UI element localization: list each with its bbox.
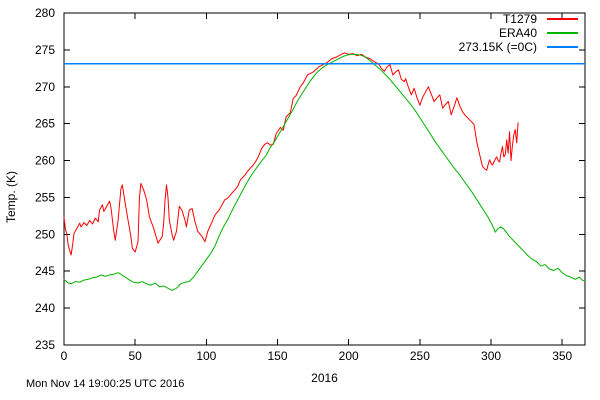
x-tick-label: 100 xyxy=(196,349,216,363)
y-tick-label: 260 xyxy=(35,154,55,168)
plot-frame xyxy=(63,12,586,346)
legend-line-sample-t1279 xyxy=(547,18,578,20)
x-tick-label: 0 xyxy=(61,349,68,363)
legend-line-sample-refline xyxy=(547,46,578,48)
x-tick-label: 300 xyxy=(481,349,501,363)
timestamp-text: Mon Nov 14 19:00:25 UTC 2016 xyxy=(26,378,185,390)
legend-item-refline: 273.15K (=0C) xyxy=(459,41,578,53)
y-tick-label: 235 xyxy=(35,338,55,352)
legend-label-refline: 273.15K (=0C) xyxy=(458,40,537,54)
series-era40-line xyxy=(63,53,586,291)
x-tick-label: 50 xyxy=(128,349,142,363)
y-tick-label: 240 xyxy=(35,301,55,315)
legend-item-era40: ERA40 xyxy=(459,27,578,39)
legend-label-era40: ERA40 xyxy=(498,26,537,40)
legend-item-t1279: T1279 xyxy=(459,13,578,25)
x-tick-label: 250 xyxy=(410,349,430,363)
y-tick-label: 250 xyxy=(35,227,55,241)
y-tick-label: 245 xyxy=(35,264,55,278)
legend-line-sample-era40 xyxy=(547,32,578,34)
y-tick-label: 280 xyxy=(35,6,55,20)
legend-label-t1279: T1279 xyxy=(502,12,537,26)
y-tick-label: 255 xyxy=(35,190,55,204)
y-tick-label: 270 xyxy=(35,80,55,94)
x-axis-title: 2016 xyxy=(311,371,338,385)
y-tick-label: 265 xyxy=(35,117,55,131)
series-t1279-line xyxy=(63,52,519,256)
x-tick-label: 350 xyxy=(552,349,572,363)
x-tick-label: 200 xyxy=(339,349,359,363)
x-tick-label: 150 xyxy=(268,349,288,363)
y-axis-title: Temp. (K) xyxy=(4,170,18,224)
y-tick-label: 275 xyxy=(35,43,55,57)
legend: T1279 ERA40 273.15K (=0C) xyxy=(459,13,578,53)
